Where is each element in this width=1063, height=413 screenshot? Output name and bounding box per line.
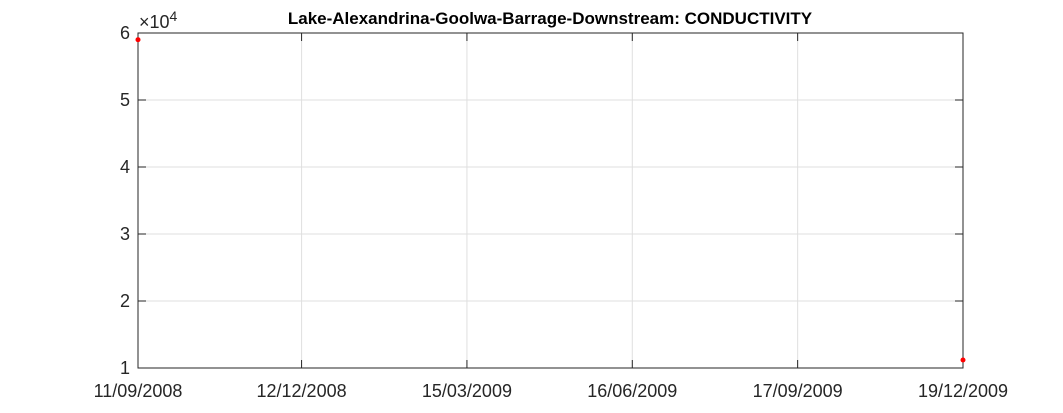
plot-area-box — [137, 32, 964, 369]
x-tick-label: 12/12/2008 — [257, 381, 347, 401]
data-point — [135, 37, 141, 43]
y-axis-exponent-power: 4 — [170, 8, 178, 24]
y-axis-exponent: ×104 — [139, 8, 178, 32]
x-tick-label: 11/09/2008 — [94, 381, 183, 401]
data-point — [960, 357, 966, 363]
grid-lines — [137, 32, 964, 369]
y-tick-label: 3 — [120, 224, 130, 244]
y-tick-label: 2 — [120, 291, 130, 311]
y-tick-label: 4 — [120, 157, 130, 177]
y-tick-label: 5 — [120, 90, 130, 110]
data-points — [135, 37, 966, 363]
tick-labels: 11/09/2008 12/12/2008 15/03/2009 16/06/2009… — [94, 23, 1008, 401]
y-tick-label: 6 — [120, 23, 130, 43]
y-tick-label: 1 — [120, 358, 130, 378]
x-tick-label: 16/06/2009 — [587, 381, 677, 401]
x-tick-label: 15/03/2009 — [422, 381, 512, 401]
axes — [137, 32, 964, 369]
x-tick-label: 19/12/2009 — [918, 381, 1008, 401]
chart-title: Lake-Alexandrina-Goolwa-Barrage-Downstre… — [288, 9, 813, 28]
x-tick-label: 17/09/2009 — [753, 381, 843, 401]
y-axis-exponent-base: ×10 — [139, 12, 170, 32]
